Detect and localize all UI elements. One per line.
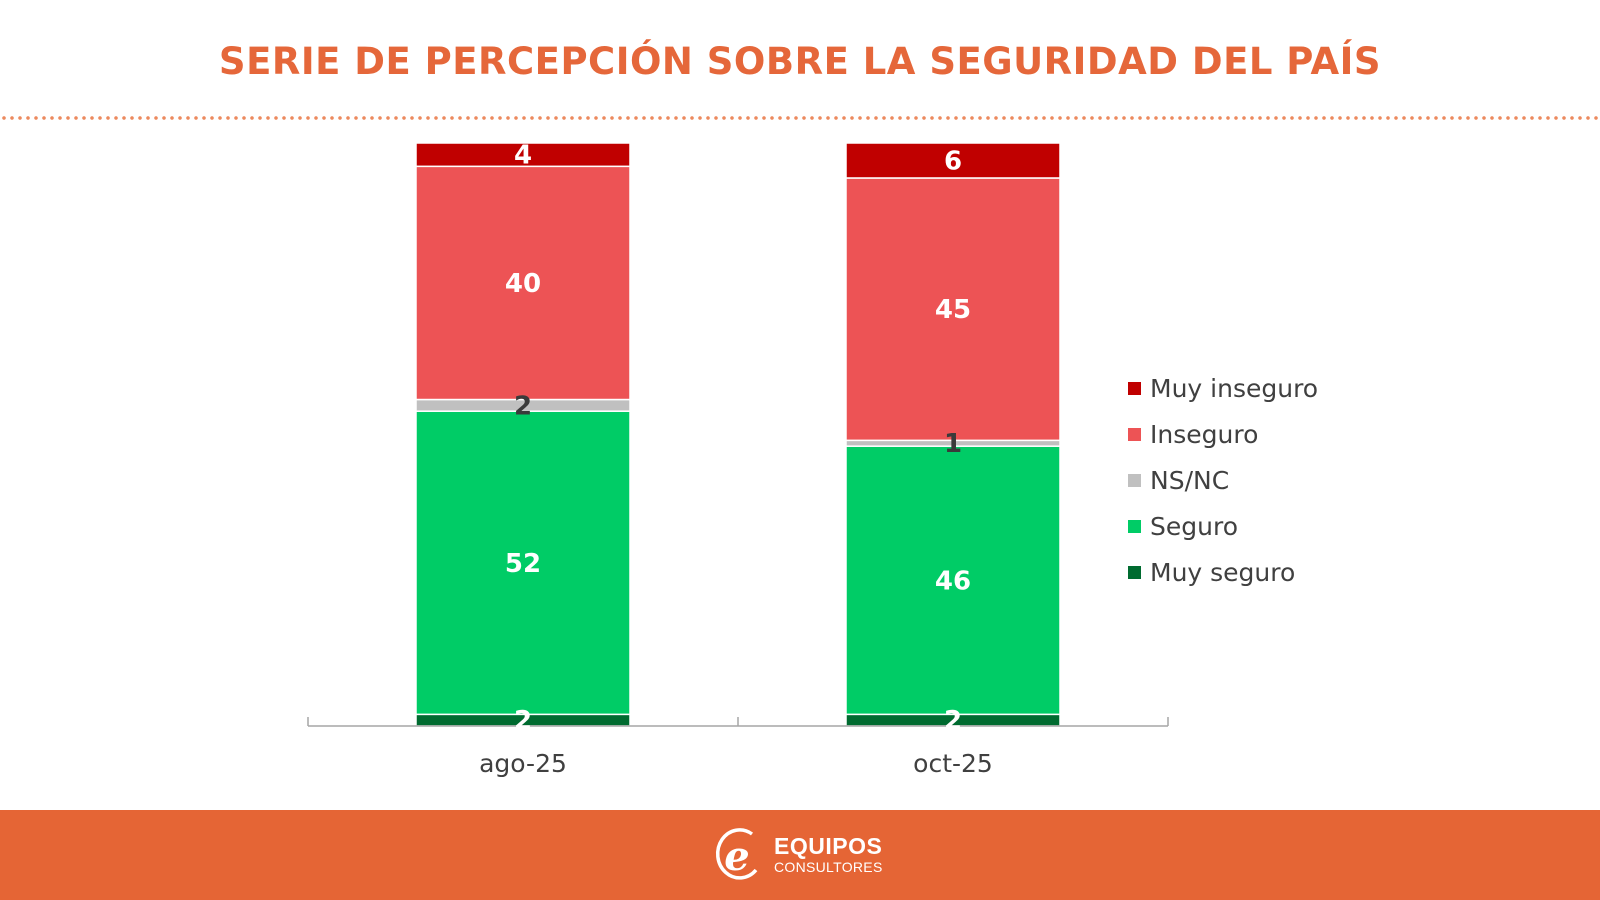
legend-swatch (1128, 382, 1141, 395)
data-label: 6 (944, 146, 962, 176)
chart-title: SERIE DE PERCEPCIÓN SOBRE LA SEGURIDAD D… (218, 40, 1382, 83)
bar-segment-seguro-ago-25 (415, 410, 631, 716)
x-tick-label: oct-25 (913, 749, 993, 778)
data-label: 45 (935, 295, 971, 325)
data-label: 1 (944, 429, 962, 459)
bar-segment-inseguro-oct-25 (845, 177, 1061, 442)
data-label: 2 (944, 706, 962, 736)
footer-bar: e EQUIPOS CONSULTORES (0, 810, 1600, 900)
brand-subtitle: CONSULTORES (774, 858, 883, 875)
legend-label: Seguro (1150, 512, 1238, 541)
legend-swatch (1128, 428, 1141, 441)
dotted-divider (0, 116, 1600, 120)
legend-swatch (1128, 520, 1141, 533)
bar-segment-seguro-oct-25 (845, 445, 1061, 716)
legend-label: NS/NC (1150, 466, 1229, 495)
brand-e-icon: e (712, 826, 760, 882)
x-axis: ago-25 oct-25 (307, 717, 1169, 778)
brand-mark-glyph: e (724, 833, 749, 880)
legend-label: Muy inseguro (1150, 374, 1318, 403)
legend-label: Inseguro (1150, 420, 1258, 449)
data-label: 2 (514, 391, 532, 421)
legend: Muy inseguro Inseguro NS/NC Seguro Muy segur… (1128, 374, 1318, 587)
stacked-bar-chart: ago-25 oct-25 2 52 2 40 4 2 46 1 45 6 Muy inseguro… (307, 141, 1319, 778)
bar-segment-muy-inseguro-ago-25 (415, 142, 631, 168)
bar-segment-muy-inseguro-oct-25 (845, 142, 1061, 179)
data-label: 2 (514, 706, 532, 736)
bars-layer (415, 142, 1061, 727)
data-label: 4 (514, 141, 532, 171)
data-label: 52 (505, 549, 541, 579)
data-labels-layer: 2 52 2 40 4 2 46 1 45 6 (505, 141, 971, 737)
bar-segment-inseguro-ago-25 (415, 165, 631, 401)
data-label: 40 (505, 269, 541, 299)
x-tick-label: ago-25 (479, 749, 567, 778)
legend-swatch (1128, 474, 1141, 487)
data-label: 46 (935, 566, 971, 596)
legend-swatch (1128, 566, 1141, 579)
legend-label: Muy seguro (1150, 558, 1295, 587)
brand-name: EQUIPOS (774, 832, 883, 859)
brand-logo: e EQUIPOS CONSULTORES (712, 824, 883, 884)
